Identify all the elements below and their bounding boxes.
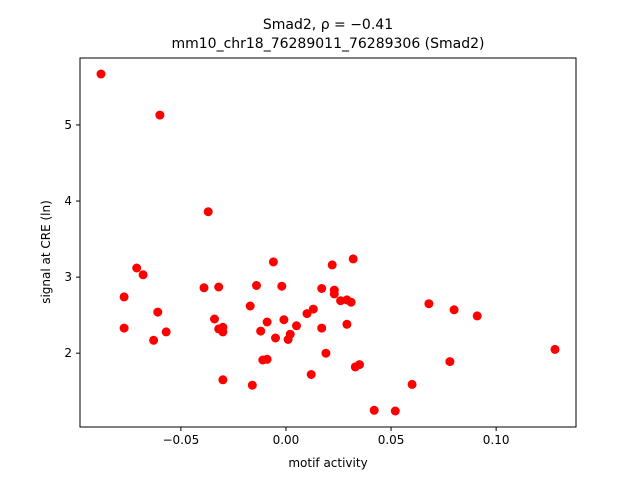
data-point-0 (96, 69, 106, 79)
data-point-50 (424, 299, 434, 309)
data-point-52 (449, 305, 459, 315)
data-point-31 (302, 309, 312, 319)
data-point-4 (138, 270, 148, 280)
data-point-30 (292, 321, 301, 331)
data-point-5 (119, 292, 129, 302)
x-axis-label: motif activity (288, 456, 367, 470)
data-point-7 (153, 307, 163, 317)
data-point-16 (218, 375, 228, 385)
data-point-19 (268, 257, 278, 267)
data-point-15 (218, 327, 228, 337)
data-point-42 (346, 297, 356, 307)
x-axis-ticks: −0.05 0.00 0.05 0.10 (162, 427, 509, 447)
data-point-48 (390, 406, 400, 416)
data-point-34 (317, 284, 327, 293)
data-point-46 (355, 360, 364, 370)
data-point-21 (262, 317, 272, 327)
data-point-10 (199, 283, 209, 293)
data-point-29 (285, 329, 295, 339)
data-point-39 (329, 289, 339, 299)
data-point-32 (308, 304, 318, 314)
data-point-17 (245, 301, 255, 311)
x-tick-label: 0.05 (378, 433, 405, 447)
data-point-20 (256, 326, 266, 336)
data-point-53 (472, 311, 482, 321)
data-point-9 (161, 327, 171, 337)
data-point-6 (119, 323, 129, 333)
x-tick-label: 0.10 (483, 433, 510, 447)
plot-area-frame (79, 57, 577, 428)
data-point-47 (369, 405, 379, 415)
data-point-2 (203, 207, 213, 217)
data-points (96, 69, 560, 416)
x-tick-label: −0.05 (162, 433, 199, 447)
data-point-33 (306, 370, 316, 379)
data-point-43 (342, 319, 352, 329)
data-point-44 (348, 254, 358, 264)
data-point-22 (271, 333, 280, 343)
data-point-54 (550, 344, 560, 354)
data-point-18 (252, 281, 261, 290)
data-point-49 (407, 379, 417, 389)
data-point-24 (262, 354, 272, 364)
data-point-1 (155, 110, 165, 120)
data-point-25 (247, 380, 257, 390)
chart-title-line2: mm10_chr18_76289011_76289306 (Smad2) (171, 36, 484, 52)
y-tick-label: 2 (64, 346, 72, 360)
y-axis-label: signal at CRE (ln) (39, 200, 53, 304)
y-tick-label: 3 (64, 270, 72, 284)
data-point-51 (445, 357, 455, 367)
data-point-8 (149, 335, 159, 345)
data-point-3 (132, 263, 142, 273)
data-point-11 (214, 282, 224, 292)
data-point-27 (279, 315, 289, 325)
data-point-12 (210, 314, 219, 324)
data-point-35 (317, 323, 327, 333)
y-axis-ticks: 2 3 4 5 (64, 118, 80, 360)
chart-title-line1: Smad2, ρ = −0.41 (263, 17, 393, 33)
y-tick-label: 4 (64, 194, 72, 208)
data-point-26 (277, 281, 287, 291)
x-tick-label: 0.00 (273, 433, 300, 447)
data-point-37 (327, 260, 337, 270)
data-point-36 (321, 348, 331, 358)
y-tick-label: 5 (64, 118, 72, 132)
